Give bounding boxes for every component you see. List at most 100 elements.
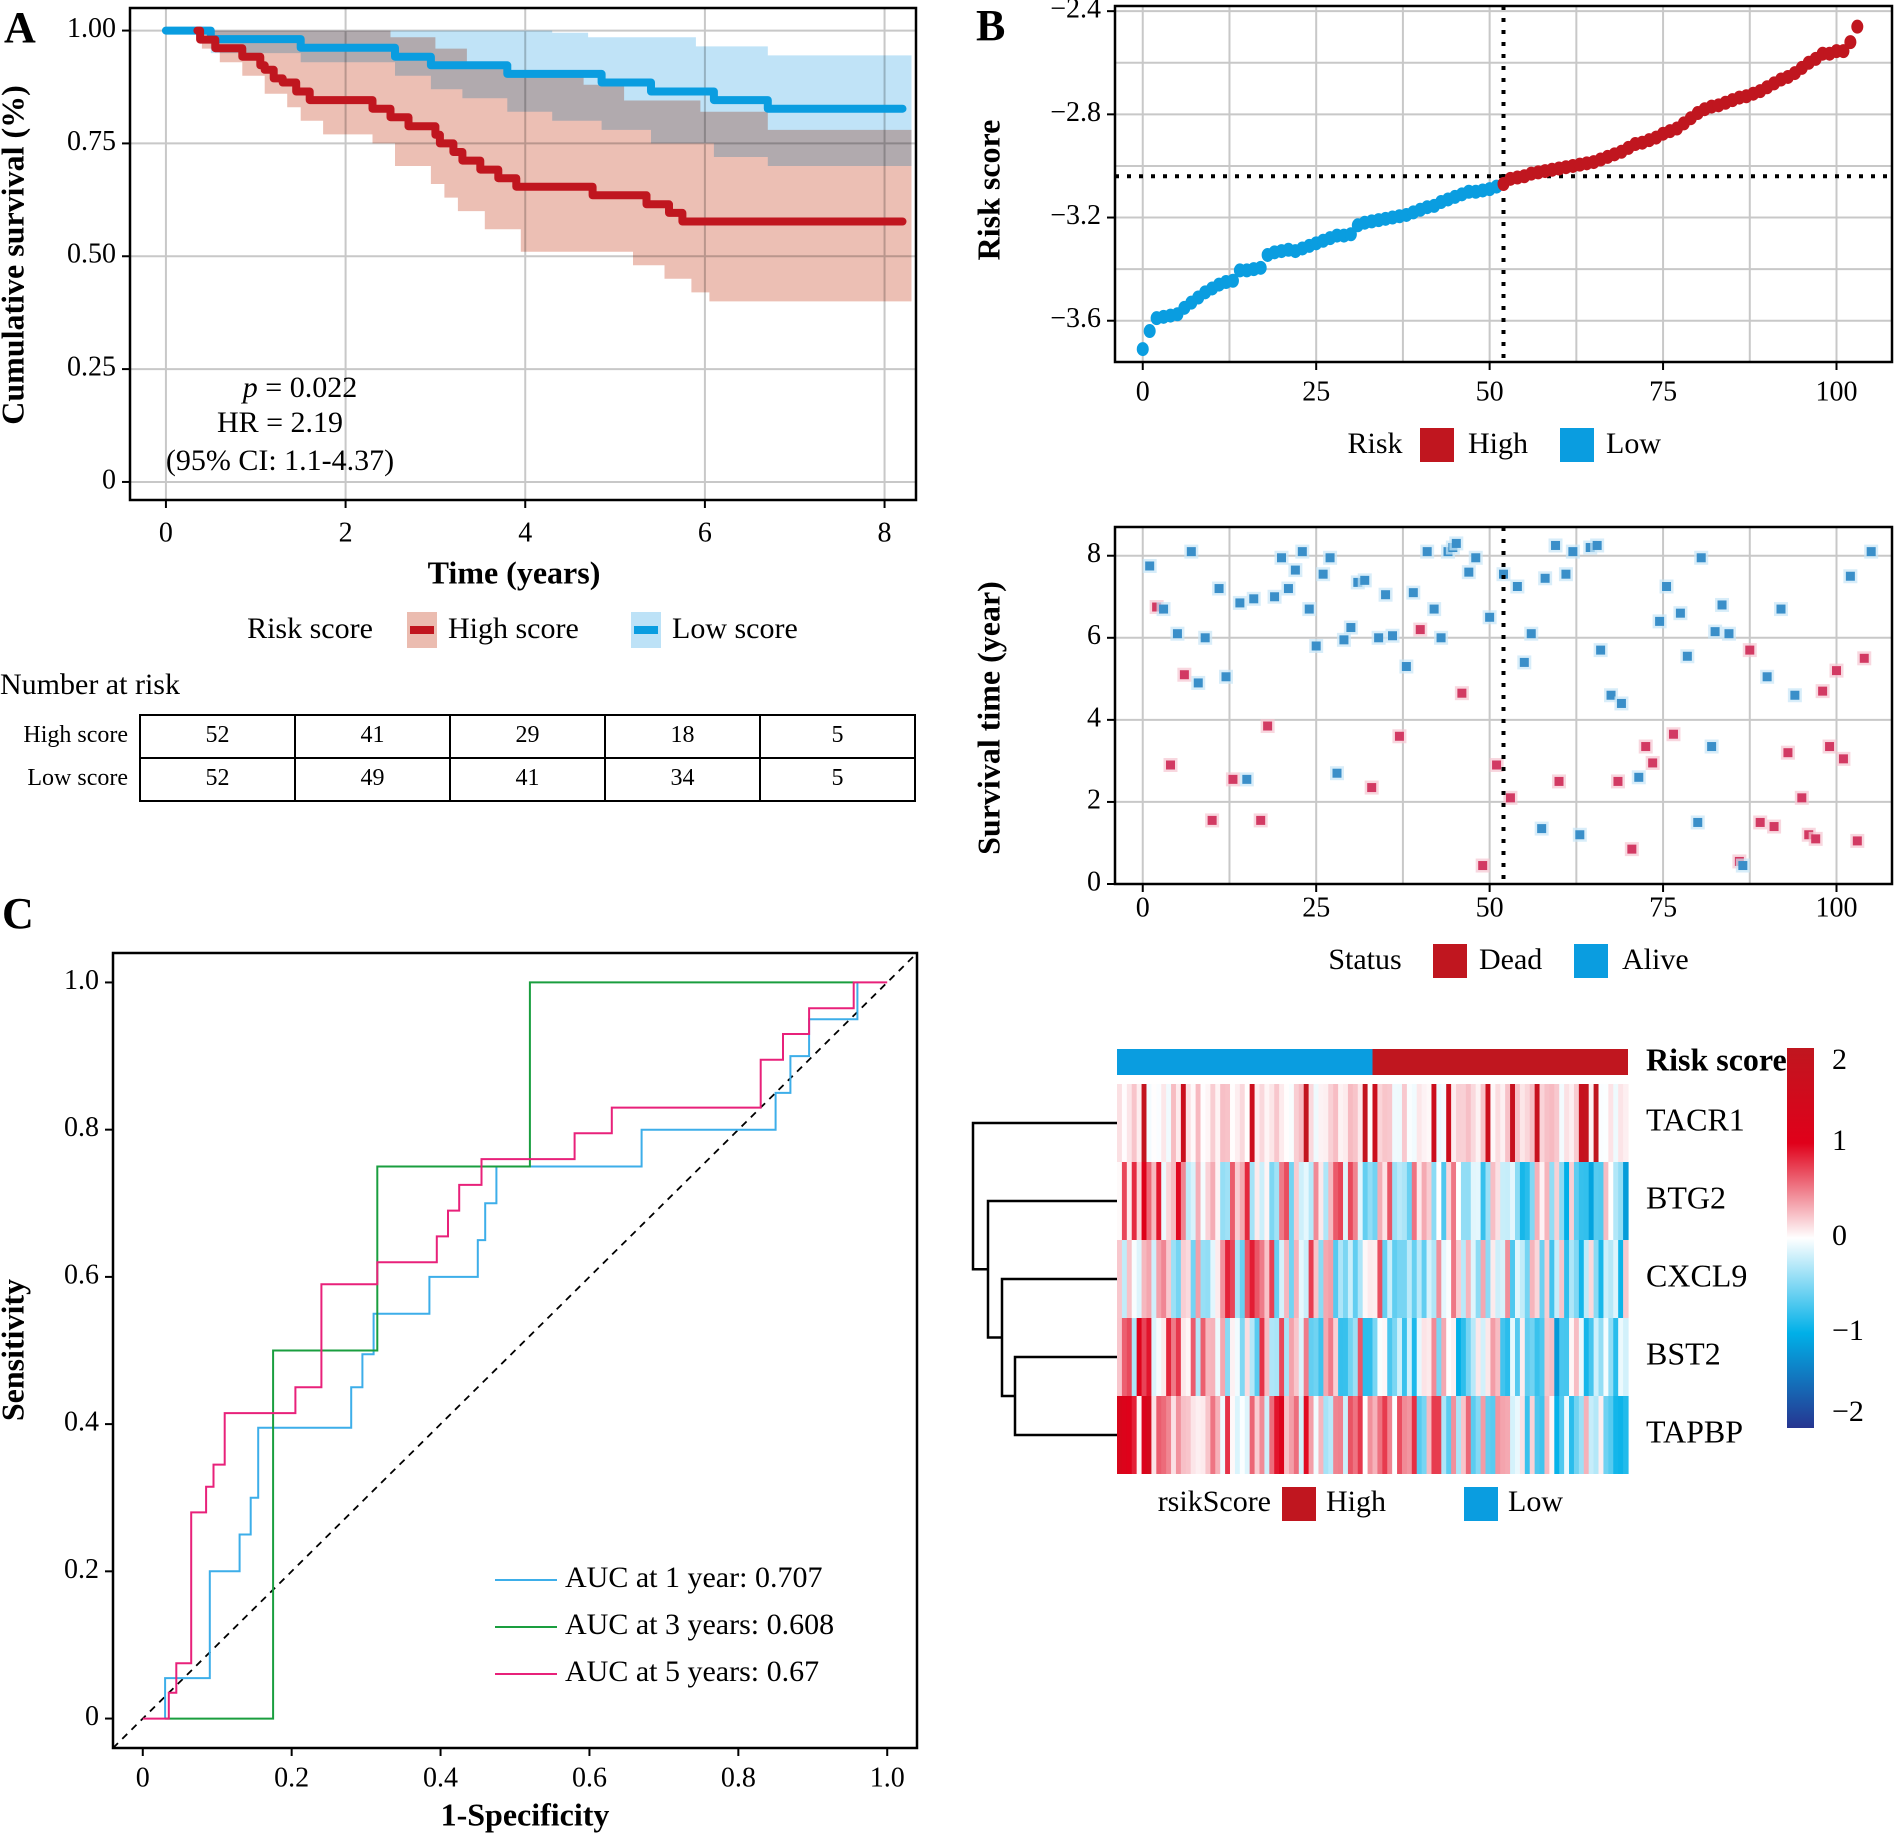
risk-xtick-label: 50	[1476, 376, 1504, 407]
heatmap-cell	[1470, 1240, 1477, 1318]
heatmap-cell	[1500, 1084, 1506, 1162]
heatmap-cell	[1313, 1240, 1320, 1318]
heatmap-cell	[1225, 1162, 1231, 1240]
heatmap-cell	[1559, 1084, 1565, 1162]
heatmap-cell	[1613, 1318, 1619, 1396]
heatmap-cell	[1367, 1318, 1374, 1396]
risk-ytick-label: −3.6	[1050, 303, 1101, 334]
survival-point-alive	[1710, 627, 1720, 637]
heatmap-cell	[1166, 1084, 1172, 1162]
heatmap-cell	[1573, 1084, 1580, 1162]
risk-table-cell	[294, 714, 451, 759]
heatmap-cell	[1406, 1240, 1413, 1318]
heatmap-cell	[1446, 1396, 1452, 1474]
heatmap-cell	[1362, 1162, 1369, 1240]
heatmap-cell	[1323, 1084, 1329, 1162]
heatmap-cell	[1249, 1240, 1256, 1318]
heatmap-annotation-high	[1372, 1049, 1628, 1075]
heatmap-cell	[1485, 1240, 1492, 1318]
heatmap-cell	[1618, 1084, 1624, 1162]
heatmap-cell	[1318, 1084, 1324, 1162]
heatmap-cell	[1460, 1240, 1467, 1318]
survival-point-alive	[1526, 629, 1536, 639]
heatmap-cell	[1259, 1162, 1266, 1240]
heatmap-cell	[1608, 1084, 1614, 1162]
heatmap-cell	[1313, 1396, 1320, 1474]
roc-curve-1	[165, 981, 854, 1720]
heatmap-cell	[1598, 1162, 1605, 1240]
survival-point-dead	[1179, 670, 1189, 680]
survival-point-alive	[1790, 690, 1800, 700]
heatmap-cell	[1303, 1240, 1310, 1318]
heatmap-cell	[1436, 1084, 1442, 1162]
survival-point-alive	[1304, 604, 1314, 614]
heatmap-cell	[1510, 1162, 1516, 1240]
heatmap-cell	[1593, 1084, 1600, 1162]
km-xtick-label: 6	[698, 517, 712, 548]
heatmap-cell	[1249, 1084, 1256, 1162]
km-xtick-label: 2	[339, 517, 353, 548]
risk-table-cell	[759, 714, 916, 759]
survival-point-alive	[1485, 612, 1495, 622]
survival-xtick-label: 0	[1136, 892, 1150, 923]
risk-xtick-label: 75	[1649, 376, 1677, 407]
heatmap-cell	[1195, 1396, 1202, 1474]
risk-ytick-label: −2.4	[1050, 0, 1101, 25]
heatmap-cell	[1431, 1396, 1437, 1474]
heatmap-cell	[1244, 1318, 1251, 1396]
risk-table-cell	[449, 714, 606, 759]
heatmap-cell	[1131, 1084, 1138, 1162]
survival-legend-label: Dead	[1479, 943, 1542, 976]
heatmap-cell	[1313, 1318, 1320, 1396]
survival-point-alive	[1388, 631, 1397, 641]
heatmap-cell	[1431, 1162, 1437, 1240]
km-xtick-label: 8	[878, 517, 892, 548]
heatmap-cell	[1215, 1084, 1221, 1162]
heatmap-cell	[1495, 1162, 1501, 1240]
heatmap-cell	[1347, 1396, 1354, 1474]
heatmap-cell	[1244, 1396, 1251, 1474]
heatmap-cell	[1136, 1396, 1143, 1474]
heatmap-cell	[1180, 1084, 1187, 1162]
heatmap-cell	[1274, 1084, 1280, 1162]
heatmap-cell	[1313, 1084, 1320, 1162]
km-hazard-ratio: HR = 2.19	[217, 406, 343, 439]
risk-table-value: 5	[832, 765, 844, 791]
roc-legend-label: AUC at 3 years: 0.608	[565, 1608, 834, 1641]
heatmap-cell	[1416, 1162, 1423, 1240]
survival-point-alive	[1634, 772, 1644, 782]
heatmap-row-label: BTG2	[1646, 1179, 1726, 1215]
heatmap-cell	[1121, 1240, 1128, 1318]
risk-point	[1851, 19, 1864, 34]
heatmap-cell	[1288, 1162, 1295, 1240]
heatmap-cell	[1225, 1318, 1231, 1396]
heatmap-cell	[1613, 1240, 1619, 1318]
heatmap-cell	[1190, 1396, 1197, 1474]
heatmap-cell	[1460, 1162, 1467, 1240]
heatmap-cell	[1338, 1240, 1344, 1318]
survival-point-alive	[1499, 569, 1508, 579]
heatmap-cell	[1564, 1396, 1570, 1474]
heatmap-cell	[1131, 1162, 1138, 1240]
heatmap-cell	[1156, 1162, 1162, 1240]
survival-point-alive	[1159, 604, 1169, 614]
heatmap-cell	[1205, 1162, 1211, 1240]
heatmap-cell	[1151, 1318, 1157, 1396]
survival-point-dead	[1648, 758, 1658, 768]
heatmap-cell	[1234, 1162, 1241, 1240]
heatmap-cell	[1323, 1162, 1329, 1240]
heatmap-cell	[1524, 1084, 1531, 1162]
heatmap-cell	[1347, 1162, 1354, 1240]
heatmap-cell	[1603, 1396, 1609, 1474]
survival-point-alive	[1311, 641, 1321, 651]
heatmap-cell	[1264, 1162, 1270, 1240]
heatmap-cell	[1583, 1084, 1590, 1162]
heatmap-cell	[1117, 1162, 1123, 1240]
heatmap-cell	[1598, 1084, 1605, 1162]
heatmap-cell	[1623, 1396, 1629, 1474]
heatmap-cell	[1156, 1318, 1162, 1396]
survival-point-alive	[1186, 547, 1196, 557]
heatmap-cell	[1436, 1162, 1442, 1240]
heatmap-cell	[1505, 1318, 1511, 1396]
